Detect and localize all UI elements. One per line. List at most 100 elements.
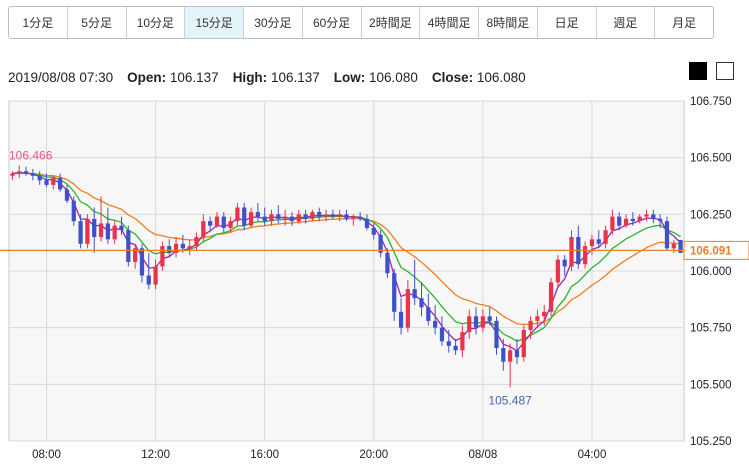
candle-body [276, 214, 281, 219]
candle [378, 230, 383, 258]
tab-3[interactable]: 10分足 [127, 7, 186, 38]
candle-body [51, 178, 56, 185]
low-label: Low: [333, 70, 366, 85]
tab-11[interactable]: 週足 [597, 7, 656, 38]
candle-body [385, 252, 390, 274]
candle [133, 243, 138, 269]
tab-12[interactable]: 月足 [672, 16, 697, 30]
timeframe-tabs: 1分足 5分足 10分足 15分足 30分足 60分足 2時間足 4時間足 8時間足 日足 週足 月足 [8, 6, 714, 39]
tab-2[interactable]: 5分足 [68, 7, 127, 38]
candle-body [133, 248, 138, 262]
candle-body [453, 345, 458, 351]
dark-theme-button[interactable] [689, 62, 707, 80]
candle [473, 307, 479, 335]
candle [467, 309, 472, 339]
candle-body [23, 171, 29, 174]
candle-body [139, 248, 145, 276]
high-value: 106.137 [270, 70, 320, 85]
candle [310, 209, 315, 222]
candle [610, 209, 615, 235]
tab-9[interactable]: 8時間足 [479, 7, 538, 38]
tab-5[interactable]: 30分足 [244, 7, 303, 38]
candle-body [310, 212, 315, 219]
candle-body [439, 327, 445, 342]
candle-body [528, 320, 533, 330]
candle-body [221, 216, 226, 228]
candle-body [262, 216, 267, 222]
candle-body [228, 221, 233, 228]
candle-body [535, 316, 540, 321]
candle [637, 214, 642, 224]
candle-body [98, 223, 104, 237]
candle [446, 329, 451, 353]
candle [453, 339, 458, 355]
candle-body [64, 189, 70, 201]
candle [276, 205, 281, 224]
candle-body [433, 320, 438, 328]
tab-4[interactable]: 15分足 [185, 7, 244, 38]
candle [583, 241, 588, 269]
tab-10[interactable]: 日足 [538, 7, 597, 38]
x-tick-label: 08:00 [32, 449, 61, 461]
candle-body [630, 218, 635, 222]
candle [112, 221, 117, 244]
candle [303, 209, 308, 224]
tab-1[interactable]: 1分足 [9, 7, 68, 38]
candle [664, 216, 670, 251]
candle-body [651, 214, 656, 219]
candle [208, 216, 213, 231]
candle-body [480, 316, 485, 328]
candle-body [255, 212, 260, 217]
close-label: Close: [431, 70, 474, 85]
candle [358, 212, 363, 222]
y-tick-label: 106.250 [690, 209, 732, 221]
candle [617, 212, 622, 231]
candle-body [569, 237, 574, 267]
low-value: 106.080 [369, 70, 418, 85]
candle [433, 305, 438, 335]
candle-body [358, 216, 363, 219]
candle [480, 309, 485, 333]
tab-7[interactable]: 2時間足 [362, 7, 421, 38]
candle [317, 207, 322, 222]
candle-body [678, 239, 683, 253]
candle [589, 234, 595, 256]
tab-8[interactable]: 4時間足 [420, 7, 479, 38]
candle [71, 196, 76, 226]
y-tick-label: 106.750 [690, 96, 732, 108]
candle-body [371, 227, 376, 235]
candle-body [58, 178, 63, 190]
candle-body [583, 246, 588, 265]
candle [535, 309, 540, 328]
candle-body [296, 214, 301, 222]
y-tick-label: 106.500 [690, 153, 732, 165]
candle-body [473, 316, 479, 328]
candle [235, 203, 240, 226]
candle-body [119, 225, 124, 231]
candle [508, 343, 513, 388]
candle [160, 241, 165, 271]
candle [37, 171, 42, 185]
candle-body [351, 216, 356, 219]
tab-6[interactable]: 60分足 [303, 7, 362, 38]
candle [644, 209, 649, 222]
light-theme-button[interactable] [716, 62, 734, 80]
ohlc-datetime: 2019/08/08 07:30 [8, 70, 114, 85]
candle-body [187, 246, 192, 249]
candle [296, 209, 301, 224]
candle-body [521, 329, 526, 358]
candle-body [337, 214, 342, 217]
candle-body [85, 218, 90, 244]
candle-body [214, 216, 220, 226]
candle-body [467, 316, 472, 333]
candle-body [658, 218, 663, 222]
candle [58, 173, 63, 192]
candle-body [487, 316, 492, 321]
candle-body [344, 214, 349, 219]
candle [201, 214, 206, 242]
candle [344, 209, 349, 222]
low-annotation: 105.487 [488, 393, 532, 407]
candle [283, 209, 288, 226]
candle [562, 255, 567, 276]
candle [405, 280, 410, 333]
